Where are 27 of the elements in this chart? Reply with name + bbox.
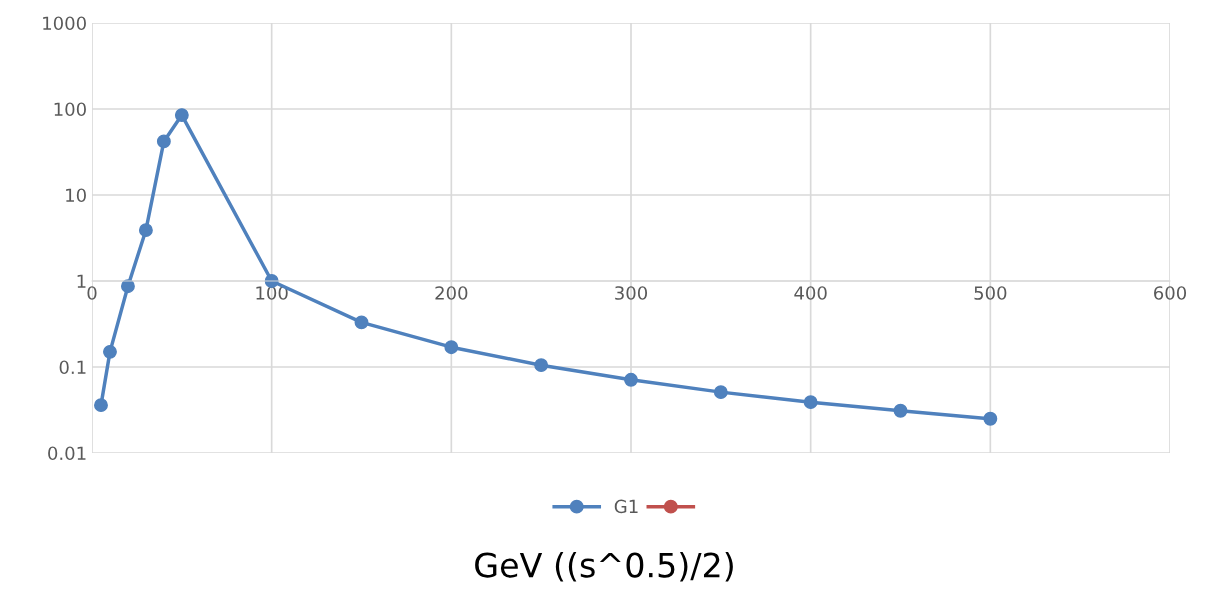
- point: [354, 315, 369, 330]
- point: [103, 344, 117, 359]
- point: [983, 411, 998, 426]
- x-tick-label: 300: [615, 286, 648, 300]
- point: [444, 340, 459, 355]
- y-tick-label: 0.01: [48, 446, 86, 461]
- x-axis-title: GeV ((s^0.5)/2): [475, 551, 733, 582]
- y-tick-label: 10: [66, 188, 86, 203]
- x-tick-label: 500: [974, 286, 1007, 300]
- x-tick-label: 400: [794, 286, 827, 300]
- x-tick-label: 600: [1154, 286, 1187, 300]
- point: [94, 398, 108, 413]
- point: [803, 395, 818, 410]
- point: [138, 223, 153, 238]
- point: [156, 134, 171, 149]
- y-tick-label: 100: [54, 102, 86, 117]
- point: [713, 385, 728, 400]
- point: [174, 108, 189, 123]
- point: [624, 372, 638, 387]
- point: [534, 358, 549, 373]
- y-tick-label: 1000: [43, 16, 86, 31]
- x-tick-label: 200: [435, 286, 468, 300]
- x-tick-label: 0: [87, 286, 97, 300]
- y-tick-label: 0.1: [59, 360, 86, 375]
- legend-label: G1: [614, 499, 638, 514]
- y-tick-label: 1: [77, 274, 86, 288]
- point: [893, 403, 908, 418]
